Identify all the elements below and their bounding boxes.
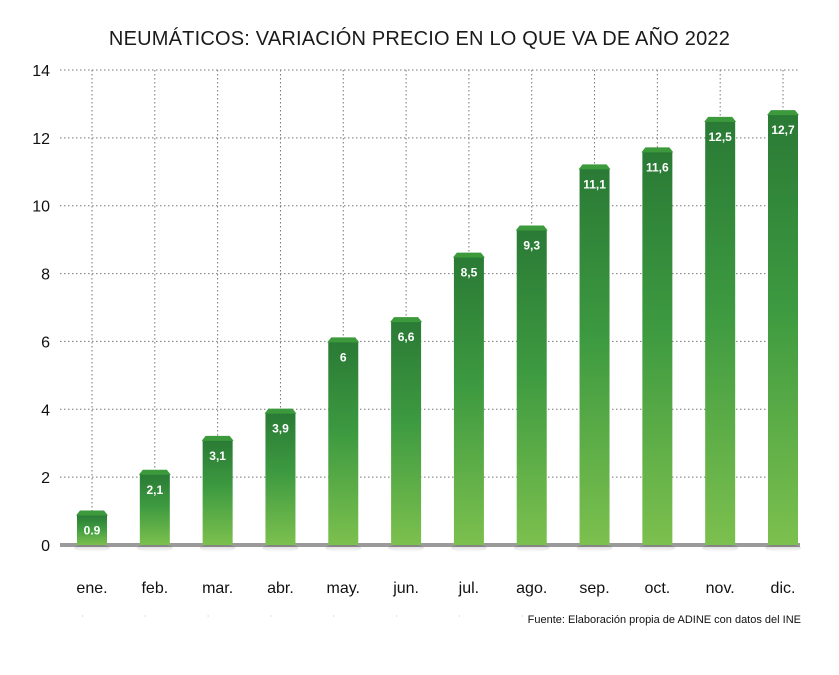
- y-tick-label: 4: [41, 402, 50, 419]
- bar: [139, 473, 170, 545]
- bar: [328, 341, 359, 545]
- y-tick-label: 10: [32, 199, 50, 216]
- grid-lines: [60, 69, 800, 617]
- bar-group: 0.9: [74, 510, 110, 552]
- x-tick-label: jun.: [392, 580, 419, 597]
- bar-value-label: 3,1: [209, 449, 226, 463]
- bar-shadow: [262, 544, 299, 552]
- bar-cap: [452, 252, 485, 258]
- x-tick-label: oct.: [644, 580, 670, 597]
- y-tick-label: 6: [41, 334, 50, 351]
- bar-group: 11,6: [639, 147, 676, 552]
- bar-group: 12,5: [702, 116, 739, 552]
- bar-cap: [390, 317, 423, 323]
- bar: [77, 514, 107, 545]
- bar: [202, 439, 233, 545]
- bar-group: 11,1: [576, 164, 613, 552]
- bar-cap: [578, 164, 611, 170]
- bar-cap: [76, 510, 108, 516]
- bar-group: 6,6: [388, 317, 425, 552]
- y-tick-label: 2: [41, 470, 50, 487]
- x-tick-label: may.: [327, 580, 360, 597]
- bar: [768, 114, 798, 545]
- bar-group: 3,9: [262, 408, 299, 552]
- bar-shadow: [388, 544, 425, 552]
- bar-cap: [767, 110, 799, 116]
- y-tick-label: 8: [41, 267, 50, 284]
- y-axis-tick-labels: 0 2 4 6 8 10 12 14: [32, 63, 50, 555]
- bar: [705, 120, 736, 546]
- x-tick-label: jul.: [458, 580, 479, 597]
- y-tick-label: 14: [32, 63, 50, 80]
- bar-value-label: 2,1: [146, 483, 163, 497]
- bar-group: 6: [325, 337, 362, 552]
- bar-group: 12,7: [765, 110, 801, 552]
- x-tick-label: ene.: [76, 580, 107, 597]
- bar-group: 9,3: [513, 225, 550, 552]
- x-tick-label: dic.: [771, 580, 796, 597]
- bar: [453, 256, 484, 545]
- bar-shadow: [576, 544, 613, 552]
- bar-shadow: [702, 544, 739, 552]
- bar-cap: [264, 408, 297, 414]
- bar-value-label: 0.9: [84, 523, 101, 537]
- source-note: Fuente: Elaboración propia de ADINE con …: [527, 614, 801, 626]
- bar-shadow: [199, 544, 236, 552]
- bar-shadow: [450, 544, 487, 552]
- bar: [265, 412, 296, 545]
- bar-cap: [641, 147, 674, 153]
- bar: [579, 168, 610, 545]
- bar-group: 2,1: [136, 469, 173, 552]
- bar-cap: [704, 116, 737, 122]
- bar-group: 3,1: [199, 435, 236, 552]
- bar-value-label: 12,7: [771, 123, 795, 137]
- x-tick-label: abr.: [267, 580, 294, 597]
- bar-cap: [138, 469, 171, 475]
- bar-value-label: 12,5: [709, 130, 733, 144]
- x-tick-label: mar.: [202, 580, 233, 597]
- bar-cap: [201, 435, 234, 441]
- bar-shadow: [74, 544, 110, 552]
- bar-shadow: [639, 544, 676, 552]
- bar-value-label: 11,6: [646, 160, 669, 174]
- x-axis-tick-labels: ene. feb. mar. abr. may. jun. jul. ago. sep. oct.…: [76, 580, 795, 597]
- bar-value-label: 3,9: [272, 422, 289, 436]
- bar-shadow: [513, 544, 550, 552]
- bar-value-label: 6: [340, 350, 347, 364]
- baseline: [60, 543, 800, 547]
- bar-shadow: [765, 544, 801, 552]
- bar-value-label: 8,5: [461, 266, 478, 280]
- bars: 0.9 2,1 3,1 3,9 6 6,6 8,5 9,3 11,1 11,6 12,5 12,7: [74, 110, 801, 552]
- chart-title: NEUMÁTICOS: VARIACIÓN PRECIO EN LO QUE V…: [108, 28, 731, 50]
- bar: [642, 151, 673, 545]
- bar-value-label: 11,1: [583, 177, 606, 191]
- bar-cap: [515, 225, 548, 231]
- bar-value-label: 9,3: [523, 238, 540, 252]
- bar-shadow: [325, 544, 362, 552]
- bar-value-label: 6,6: [398, 330, 415, 344]
- x-tick-label: feb.: [141, 580, 168, 597]
- bar: [516, 229, 547, 545]
- x-tick-label: ago.: [516, 580, 547, 597]
- bar: [391, 321, 422, 545]
- y-tick-label: 12: [32, 131, 50, 148]
- x-tick-label: nov.: [706, 580, 735, 597]
- y-tick-label: 0: [41, 538, 50, 555]
- bar-shadow: [136, 544, 173, 552]
- x-tick-label: sep.: [579, 580, 609, 597]
- bar-group: 8,5: [450, 252, 487, 552]
- bar-cap: [327, 337, 360, 343]
